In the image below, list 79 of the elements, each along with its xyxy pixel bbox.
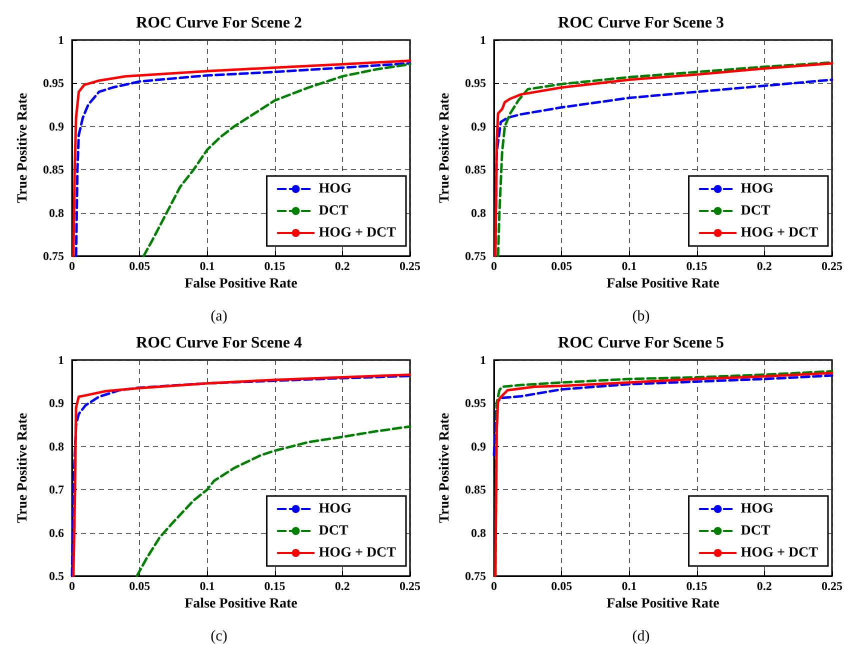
y-tick-label: 0.9 xyxy=(471,119,486,134)
x-tick-label: 0 xyxy=(491,259,497,273)
x-axis-title: False Positive Rate xyxy=(184,276,298,292)
y-tick-label: 0.95 xyxy=(43,76,64,90)
y-axis-title: True Positive Rate xyxy=(16,412,30,524)
legend-label: HOG + DCT xyxy=(740,226,819,240)
text: (c) xyxy=(210,628,228,644)
legend-label: HOG xyxy=(318,182,352,196)
text: (a) xyxy=(210,308,228,324)
line-series xyxy=(492,374,834,456)
y-tick-label: 0.75 xyxy=(465,569,486,583)
y-tick-label: 0.7 xyxy=(49,482,64,497)
y-tick-label: 0.9 xyxy=(471,439,486,454)
x-tick-label: 0.05 xyxy=(129,579,150,593)
y-axis-title: True Positive Rate xyxy=(438,412,452,524)
y-tick-label: 1 xyxy=(58,33,64,47)
y-tick-label: 0.75 xyxy=(43,249,64,263)
x-tick-label: 0 xyxy=(69,579,75,593)
legend-label: HOG + DCT xyxy=(318,546,397,560)
x-tick-label: 0.15 xyxy=(686,259,708,273)
y-tick-label: 0.8 xyxy=(49,206,64,220)
x-tick-label: 0.2 xyxy=(334,579,350,593)
chart-title: ROC Curve For Scene 2 xyxy=(136,14,302,32)
y-tick-label: 0.75 xyxy=(465,249,486,263)
x-axis-title: False Positive Rate xyxy=(184,596,298,612)
y-tick-label: 0.8 xyxy=(471,526,486,540)
legend-label: HOG xyxy=(740,502,774,516)
legend-label: HOG + DCT xyxy=(318,226,397,240)
legend-label: DCT xyxy=(318,204,350,218)
y-tick-label: 0.5 xyxy=(49,569,64,583)
line-series xyxy=(136,425,412,578)
x-tick-label: 0.1 xyxy=(622,259,637,273)
x-tick-label: 0.15 xyxy=(264,579,286,593)
y-axis-title: True Positive Rate xyxy=(16,92,30,204)
x-tick-label: 0.1 xyxy=(622,579,637,593)
x-axis-title: False Positive Rate xyxy=(606,276,720,292)
x-tick-label: 0 xyxy=(491,579,497,593)
x-tick-label: 0.25 xyxy=(400,259,420,273)
legend-label: DCT xyxy=(318,524,350,538)
y-tick-label: 0.85 xyxy=(43,162,64,177)
text: (d) xyxy=(632,628,650,644)
y-tick-label: 0.9 xyxy=(49,396,64,410)
y-tick-label: 1 xyxy=(480,33,486,47)
y-tick-label: 0.8 xyxy=(49,439,64,454)
legend-label: HOG + DCT xyxy=(740,546,819,560)
x-tick-label: 0.2 xyxy=(756,579,772,593)
x-tick-label: 0.05 xyxy=(551,579,572,593)
x-tick-label: 0.25 xyxy=(822,579,842,593)
x-tick-label: 0.15 xyxy=(264,259,286,273)
x-tick-label: 0.2 xyxy=(334,259,350,273)
x-tick-label: 0.25 xyxy=(400,579,420,593)
chart-title: ROC Curve For Scene 5 xyxy=(558,334,724,352)
y-tick-label: 0.6 xyxy=(49,526,64,540)
y-tick-label: 1 xyxy=(58,353,64,367)
x-tick-label: 0.2 xyxy=(756,259,772,273)
x-tick-label: 0 xyxy=(69,259,75,273)
y-tick-label: 0.9 xyxy=(49,119,64,134)
x-axis-title: False Positive Rate xyxy=(606,596,720,612)
y-tick-label: 0.95 xyxy=(465,76,486,90)
x-tick-label: 0.25 xyxy=(822,259,842,273)
legend-label: HOG xyxy=(740,182,774,196)
line-series xyxy=(142,62,412,258)
legend-label: DCT xyxy=(740,204,772,218)
y-axis-title: True Positive Rate xyxy=(438,92,452,204)
x-tick-label: 0.15 xyxy=(686,579,708,593)
text: (b) xyxy=(632,308,650,324)
chart-title: ROC Curve For Scene 4 xyxy=(136,334,302,352)
y-tick-label: 0.95 xyxy=(465,396,486,410)
y-tick-label: 0.85 xyxy=(465,162,486,177)
chart-title: ROC Curve For Scene 3 xyxy=(558,14,724,32)
y-tick-label: 0.8 xyxy=(471,206,486,220)
x-tick-label: 0.1 xyxy=(200,259,215,273)
y-tick-label: 1 xyxy=(480,353,486,367)
x-tick-label: 0.05 xyxy=(129,259,150,273)
x-tick-label: 0.05 xyxy=(551,259,572,273)
legend-label: HOG xyxy=(318,502,352,516)
x-tick-label: 0.1 xyxy=(200,579,215,593)
y-tick-label: 0.85 xyxy=(465,482,486,497)
legend-label: DCT xyxy=(740,524,772,538)
